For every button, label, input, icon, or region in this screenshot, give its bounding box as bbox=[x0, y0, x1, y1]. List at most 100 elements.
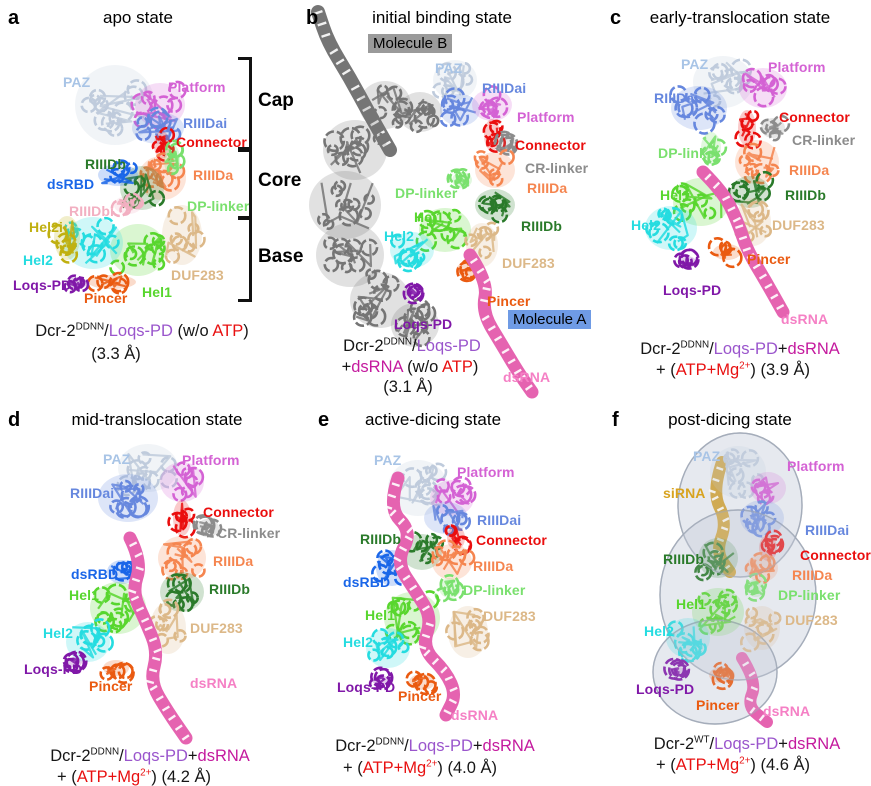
structure-rendering-f bbox=[652, 432, 817, 728]
domain-label-dsrna: dsRNA bbox=[451, 707, 499, 723]
caption-segment: ATP bbox=[212, 322, 244, 340]
bracket-label-core: Core bbox=[258, 170, 302, 191]
caption-line: Dcr-2DDNN/Loqs-PD+dsRNA bbox=[335, 737, 535, 755]
caption-segment: + ( bbox=[342, 759, 363, 777]
domain-label-riiidb: RIIIDb bbox=[85, 156, 127, 172]
caption-segment: ATP bbox=[442, 358, 473, 376]
caption-segment: Loqs-PD bbox=[123, 747, 188, 765]
domain-label-paz: PAZ bbox=[374, 452, 402, 468]
caption-segment: + bbox=[472, 737, 483, 755]
panel-letter-e: e bbox=[318, 409, 330, 431]
domain-label-dsrna: dsRNA bbox=[781, 311, 829, 327]
domain-label-dsrna: dsRNA bbox=[190, 675, 238, 691]
caption-segment: dsRNA bbox=[787, 735, 841, 753]
caption-segment: DDNN bbox=[90, 746, 120, 758]
domain-label-dsrbd: dsRBD bbox=[47, 176, 95, 192]
domain-label-connector: Connector bbox=[176, 134, 247, 150]
structure-rendering-c bbox=[645, 56, 791, 319]
caption-line: Dcr-2DDNN/Loqs-PD bbox=[343, 337, 481, 355]
domain-label-paz: PAZ bbox=[693, 448, 721, 464]
domain-label-riiidai: RIIIDai bbox=[477, 512, 522, 528]
caption-segment: Loqs-PD bbox=[713, 340, 778, 358]
domain-label-loqspd: Loqs-PD bbox=[24, 661, 83, 677]
domain-label-paz: PAZ bbox=[103, 451, 131, 467]
domain-label-riiidb: RIIIDb bbox=[785, 187, 827, 203]
caption-segment: + bbox=[777, 340, 788, 358]
caption-segment: Dcr-2 bbox=[35, 322, 76, 340]
panel-c: c early-translocation state PAZ Platform R… bbox=[595, 0, 871, 400]
caption-segment: + bbox=[778, 735, 788, 753]
domain-label-crlinker: CR-linker bbox=[217, 525, 281, 541]
domain-label-duf283: DUF283 bbox=[171, 267, 224, 283]
panel-letter-a: a bbox=[8, 7, 20, 29]
badge-molecule-a: Molecule A bbox=[508, 310, 592, 330]
caption-segment: / bbox=[709, 340, 714, 358]
domain-label-pincer: Pincer bbox=[747, 251, 791, 267]
caption-segment: 2+ bbox=[739, 755, 751, 767]
domain-label-loqspd: Loqs-PD bbox=[663, 282, 722, 298]
domain-label-connector: Connector bbox=[779, 109, 850, 125]
domain-label-duf283: DUF283 bbox=[785, 612, 838, 628]
caption-segment: ) bbox=[243, 322, 249, 340]
panel-letter-c: c bbox=[610, 7, 622, 29]
domain-label-dsrbd: dsRBD bbox=[343, 574, 391, 590]
domain-label-hel2: Hel2 bbox=[23, 252, 53, 268]
domain-label-paz: PAZ bbox=[63, 74, 91, 90]
caption-line: + (ATP+Mg2+) (4.2 Å) bbox=[57, 768, 211, 786]
domain-label-platform: Platform bbox=[168, 79, 226, 95]
caption-segment: Dcr-2 bbox=[335, 737, 376, 755]
domain-label-hel1: Hel1 bbox=[365, 607, 395, 623]
caption-segment: dsRNA bbox=[197, 747, 250, 765]
caption-segment: dsRNA bbox=[482, 737, 535, 755]
domain-label-crlinker: CR-linker bbox=[792, 132, 856, 148]
panel-e: e active-dicing state PAZ Platform RIIIDai… bbox=[300, 400, 600, 786]
domain-label-riiidai: RIIIDai bbox=[183, 115, 228, 131]
caption-segment: (3.1 Å) bbox=[383, 378, 433, 396]
domain-label-riiidai: RIIIDai bbox=[805, 522, 850, 538]
bracket-label-base: Base bbox=[258, 245, 304, 267]
domain-label-connector: Connector bbox=[515, 137, 586, 153]
domain-label-platform: Platform bbox=[787, 458, 845, 474]
bracket-core bbox=[238, 149, 252, 219]
panel-b: b initial binding state PAZ RIIIDai Platfo… bbox=[290, 0, 595, 400]
caption-segment: Loqs-PD bbox=[108, 322, 173, 340]
domain-label-dplinker: DP-linker bbox=[395, 185, 458, 201]
caption-segment: + ( bbox=[56, 768, 77, 786]
panel-title-a: apo state bbox=[103, 8, 173, 27]
domain-label-platform: Platform bbox=[182, 452, 240, 468]
domain-label-sirna: siRNA bbox=[663, 485, 706, 501]
panel-title-b: initial binding state bbox=[372, 8, 512, 27]
domain-label-riiida: RIIIDa bbox=[527, 180, 568, 196]
domain-label-hel1: Hel1 bbox=[142, 284, 172, 300]
caption-segment: + ( bbox=[655, 361, 676, 379]
caption-segment: / bbox=[404, 737, 409, 755]
caption-segment: (w/o bbox=[172, 322, 213, 340]
caption-segment: dsRNA bbox=[351, 358, 403, 376]
caption-segment: Loqs-PD bbox=[416, 337, 481, 355]
domain-label-dplinker: DP-linker bbox=[778, 587, 841, 603]
structure-rendering-e bbox=[366, 460, 490, 722]
domain-label-riiida: RIIIDa bbox=[473, 558, 514, 574]
caption-segment: DDNN bbox=[680, 339, 710, 351]
domain-label-riiidb: RIIIDb bbox=[209, 581, 251, 597]
caption-segment: / bbox=[412, 337, 417, 355]
domain-label-loqspd: Loqs-PD bbox=[13, 277, 72, 293]
caption-segment: Dcr-2 bbox=[640, 340, 681, 358]
domain-label-pincer: Pincer bbox=[696, 697, 740, 713]
panel-a: a apo state PAZ Platform RIIIDai Connector R… bbox=[0, 0, 303, 400]
caption-segment: / bbox=[119, 747, 124, 765]
domain-label-riiida: RIIIDa bbox=[789, 162, 830, 178]
domain-label-connector: Connector bbox=[800, 547, 871, 563]
domain-label-loqspd: Loqs-PD bbox=[337, 679, 396, 695]
panel-d: d mid-translocation state PAZ Platform RII… bbox=[0, 400, 300, 786]
badge-molecule-b: Molecule B bbox=[368, 34, 453, 54]
caption-line: + (ATP+Mg2+) (3.9 Å) bbox=[656, 361, 810, 379]
caption-line: + (ATP+Mg2+) (4.0 Å) bbox=[343, 759, 497, 777]
domain-label-duf283: DUF283 bbox=[483, 608, 536, 624]
domain-label-riiidai: RIIIDai bbox=[482, 80, 527, 96]
structure-rendering-b bbox=[309, 5, 539, 399]
domain-label-riiidai: RIIIDai bbox=[70, 485, 115, 501]
caption-line: Dcr-2DDNN/Loqs-PD+dsRNA bbox=[50, 747, 250, 765]
panel-title-d: mid-translocation state bbox=[71, 410, 243, 429]
